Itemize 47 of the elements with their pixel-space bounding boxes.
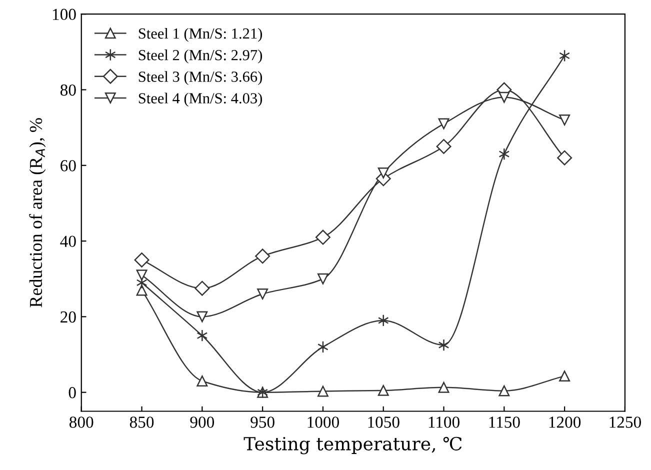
point [136, 270, 148, 281]
x-tick-label: 1250 [610, 416, 641, 428]
y-tick-label: 100 [52, 8, 76, 20]
x-tick-label: 1200 [549, 416, 581, 428]
point [559, 370, 570, 382]
point [378, 314, 389, 327]
legend-label: Steel 3 (Mn/S: 3.66) [138, 71, 262, 85]
point [498, 385, 510, 396]
x-tick-label: 850 [130, 416, 154, 428]
point [134, 252, 150, 268]
y-tick-label: 0 [68, 387, 76, 398]
point [438, 118, 450, 130]
y-tick-label: 20 [60, 311, 76, 323]
point [196, 311, 208, 322]
point [559, 114, 570, 126]
point [498, 148, 510, 160]
point [315, 230, 330, 245]
y-axis-title: Reduction of area (R$_{A}$), % [29, 118, 46, 308]
x-tick-label: 1100 [428, 416, 460, 428]
point [194, 280, 210, 296]
point [436, 138, 452, 154]
point [438, 338, 450, 352]
x-tick-label: 900 [190, 416, 214, 428]
legend-label: Steel 4 (Mn/S: 4.03) [138, 92, 262, 107]
x-tick-label: 800 [70, 416, 94, 428]
y-tick-label: 60 [60, 160, 76, 172]
point [196, 329, 208, 342]
x-tick-label: 1000 [308, 416, 339, 428]
point [378, 384, 389, 396]
x-tick-label: 950 [250, 416, 274, 428]
x-axis-title: Testing temperature, ℃ [244, 436, 462, 454]
point [317, 386, 328, 397]
point [498, 92, 510, 103]
y-tick-label: 40 [60, 236, 76, 247]
point [438, 382, 450, 393]
legend-label: Steel 1 (Mn/S: 1.21) [138, 28, 262, 42]
point [317, 273, 328, 284]
point [378, 167, 389, 178]
point [255, 248, 270, 264]
point [136, 284, 148, 296]
x-tick-label: 1150 [489, 416, 520, 428]
point [557, 150, 572, 166]
y-tick-label: 80 [60, 84, 76, 96]
x-tick-label: 1050 [368, 416, 400, 428]
legend-label: Steel 2 (Mn/S: 2.97) [138, 50, 262, 64]
point [196, 376, 208, 386]
point [257, 288, 268, 300]
